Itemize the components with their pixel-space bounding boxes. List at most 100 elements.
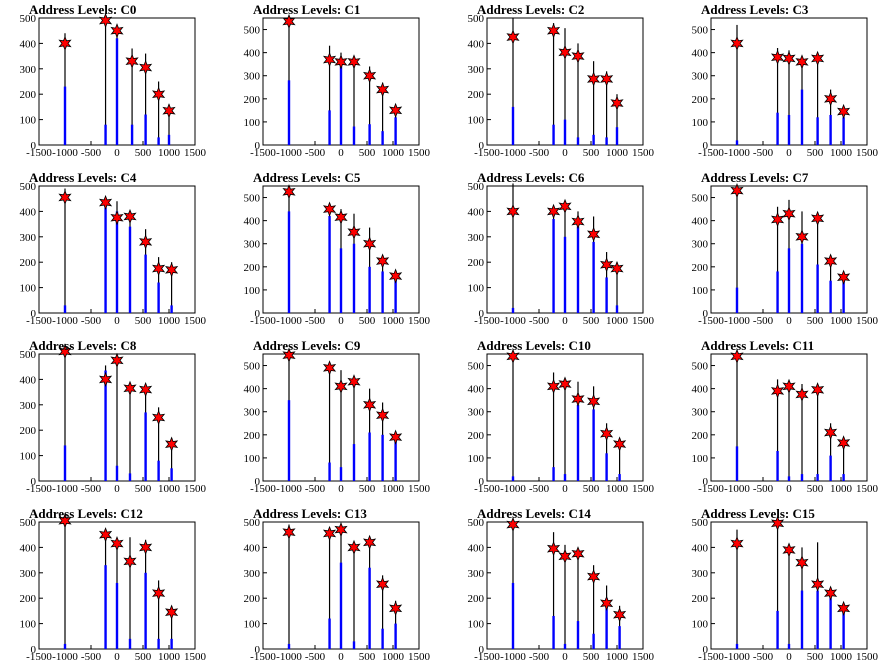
- y-tick-label: 400: [20, 542, 37, 554]
- level-bar: [64, 343, 66, 481]
- star-marker: [837, 269, 851, 285]
- level-bar: [593, 565, 595, 649]
- star-marker: [389, 600, 403, 616]
- level-bar: [830, 423, 832, 481]
- x-tick-label: 500: [135, 651, 152, 663]
- chart-svg: 0 100 200 300 400 500 -1500 -1000 -500 0 500 1000 15…: [468, 516, 655, 663]
- star-marker: [139, 539, 153, 556]
- chart-panel: 0 100 200 300 400 500 -1500 -1000 -500 0 500 1000 15…: [448, 0, 672, 168]
- level-bar-fill: [339, 467, 343, 481]
- x-tick-label: 0: [114, 147, 120, 159]
- y-tick-label: 400: [244, 542, 261, 554]
- level-bar: [606, 423, 608, 481]
- star-marker: [125, 53, 139, 69]
- y-tick-label: 400: [20, 374, 37, 386]
- level-bar-fill: [328, 462, 331, 481]
- x-tick-label: 1500: [184, 651, 207, 663]
- level-bar-fill: [563, 236, 567, 313]
- star-marker: [506, 29, 520, 45]
- x-tick-label: 1500: [184, 147, 207, 159]
- y-tick-label: 500: [468, 361, 485, 373]
- y-tick-label: 400: [692, 216, 709, 228]
- y-tick-label: 0: [255, 644, 261, 656]
- level-bar-fill: [511, 476, 515, 481]
- x-tick-label: 1000: [606, 147, 629, 159]
- level-bar-fill: [592, 134, 595, 145]
- level-bar-fill: [735, 643, 739, 649]
- x-tick-label: 500: [135, 147, 152, 159]
- star-marker: [139, 59, 153, 76]
- y-tick-label: 300: [692, 71, 709, 83]
- star-marker: [587, 226, 601, 242]
- x-tick-label: -500: [753, 147, 774, 159]
- x-tick-label: 0: [562, 483, 568, 495]
- y-tick-label: 0: [31, 140, 37, 152]
- star-marker: [98, 12, 113, 29]
- level-bar-fill: [339, 248, 343, 313]
- star-marker: [600, 71, 614, 87]
- level-bar: [369, 66, 371, 145]
- y-tick-label: 300: [692, 407, 709, 419]
- star-marker: [558, 198, 572, 214]
- level-bar: [619, 441, 621, 481]
- x-tick-label: 500: [135, 483, 152, 495]
- y-tick-label: 500: [244, 361, 261, 373]
- y-tick-label: 200: [692, 593, 709, 605]
- level-bar-fill: [157, 137, 160, 145]
- level-bar: [736, 351, 738, 481]
- chart-title: Address Levels: C1: [253, 2, 361, 17]
- y-tick-label: 0: [703, 140, 709, 152]
- x-tick-label: 0: [786, 651, 792, 663]
- y-tick-label: 300: [20, 64, 37, 76]
- x-tick-label: 0: [786, 483, 792, 495]
- x-tick-label: 500: [583, 315, 600, 327]
- y-tick-label: 0: [479, 308, 485, 320]
- level-bar-fill: [352, 444, 356, 481]
- y-tick-label: 100: [692, 285, 709, 297]
- star-marker: [139, 381, 153, 398]
- x-tick-label: -1000: [724, 147, 750, 159]
- level-bar-fill: [287, 80, 291, 145]
- y-tick-label: 200: [692, 94, 709, 106]
- y-tick-label: 200: [20, 257, 37, 269]
- x-tick-label: 0: [338, 315, 344, 327]
- x-tick-label: 0: [562, 315, 568, 327]
- star-marker: [165, 262, 179, 278]
- level-bar-fill: [800, 474, 804, 481]
- level-bar-fill: [787, 476, 791, 481]
- x-tick-label: 1500: [408, 147, 431, 159]
- y-tick-label: 300: [692, 568, 709, 580]
- x-tick-label: 1000: [382, 651, 405, 663]
- level-bar: [616, 94, 618, 145]
- x-tick-label: 0: [562, 147, 568, 159]
- x-tick-label: -500: [305, 651, 326, 663]
- x-tick-label: -1500: [26, 315, 52, 327]
- level-bar-fill: [842, 117, 845, 145]
- star-marker: [610, 95, 624, 111]
- level-bar-fill: [618, 626, 621, 649]
- x-tick-label: -1000: [276, 483, 302, 495]
- chart-svg: 0 100 200 300 400 500 -1500 -1000 -500 0 500 1000 15…: [468, 348, 655, 495]
- y-tick-label: 400: [468, 384, 485, 396]
- chart-svg: 0 100 200 300 400 500 -1500 -1000 -500 0 500 1000 15…: [20, 513, 207, 663]
- x-tick-label: -500: [753, 315, 774, 327]
- level-bar: [353, 379, 355, 481]
- y-tick-label: 300: [468, 232, 485, 244]
- star-marker: [730, 35, 744, 52]
- star-marker: [165, 436, 179, 452]
- star-marker: [587, 393, 601, 409]
- y-tick-label: 200: [244, 593, 261, 605]
- x-tick-label: -1000: [52, 651, 78, 663]
- chart-title: Address Levels: C3: [701, 2, 809, 17]
- level-bar-fill: [339, 66, 343, 145]
- star-marker: [571, 391, 585, 407]
- star-marker: [123, 553, 137, 569]
- chart-svg: 0 100 200 300 400 500 -1500 -1000 -500 0 500 1000 15…: [20, 12, 207, 159]
- star-marker: [571, 546, 585, 562]
- level-bar: [171, 262, 173, 313]
- level-bar-fill: [776, 450, 779, 481]
- level-bar: [788, 386, 790, 481]
- y-tick-label: 300: [244, 71, 261, 83]
- chart-svg: 0 100 200 300 400 500 -1500 -1000 -500 0 500 1000 15…: [20, 181, 207, 327]
- chart-panel: 0 100 200 300 400 500 -1500 -1000 -500 0 500 1000 15…: [0, 504, 224, 672]
